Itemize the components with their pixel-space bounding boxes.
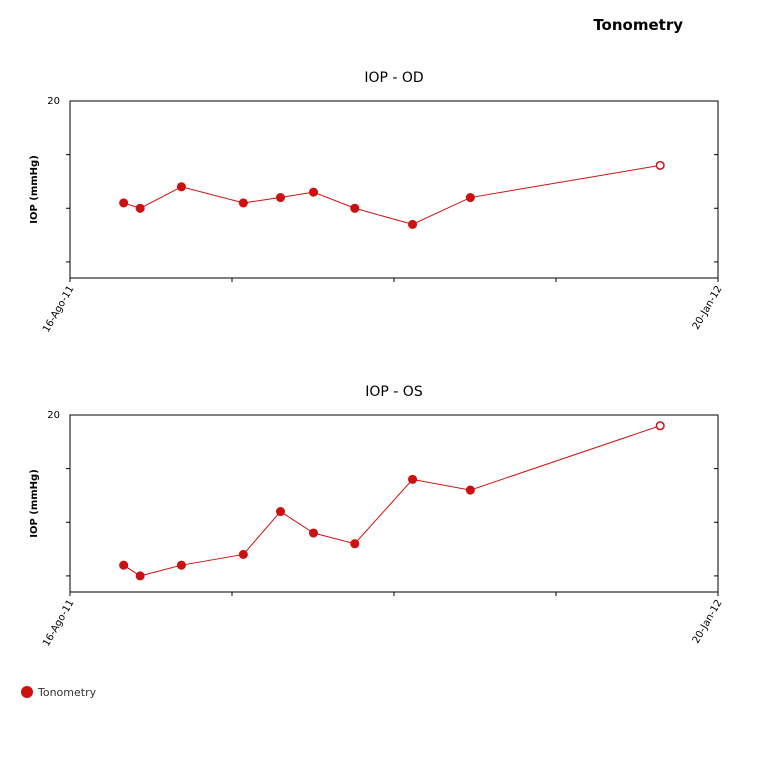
legend-label: Tonometry xyxy=(37,686,97,699)
series-line xyxy=(123,164,661,225)
y-tick-label: 20 xyxy=(47,96,60,107)
x-tick-label: 20-Jan-12 xyxy=(691,284,725,332)
data-point xyxy=(655,160,665,170)
data-point xyxy=(465,192,475,203)
chart-title: IOP - OS xyxy=(365,384,423,400)
plot-frame xyxy=(69,100,719,279)
chart-title: IOP - OD xyxy=(364,70,423,86)
data-point xyxy=(119,560,129,570)
series-line xyxy=(123,425,661,577)
data-point xyxy=(275,506,286,517)
data-point xyxy=(135,203,145,213)
data-point xyxy=(275,192,286,203)
data-point xyxy=(119,198,129,208)
y-tick-label: 20 xyxy=(47,410,60,421)
plot-frame xyxy=(69,414,719,593)
x-tick-label: 20-Jan-12 xyxy=(691,598,725,646)
data-point xyxy=(465,485,475,495)
data-point xyxy=(408,474,418,484)
page-title: Tonometry xyxy=(593,16,683,34)
data-point xyxy=(238,198,248,208)
x-tick-label: 16-Ago-11 xyxy=(41,284,77,334)
data-point xyxy=(350,539,360,549)
data-point xyxy=(308,528,319,538)
data-point xyxy=(350,203,360,213)
data-point xyxy=(176,182,186,192)
data-point xyxy=(176,560,186,570)
data-point xyxy=(408,219,418,229)
y-axis-label: IOP (mmHg) xyxy=(29,155,40,224)
data-point xyxy=(238,549,248,560)
y-axis-label: IOP (mmHg) xyxy=(29,469,40,538)
data-point xyxy=(135,571,145,581)
x-tick-label: 16-Ago-11 xyxy=(41,598,77,648)
legend-marker xyxy=(21,686,33,698)
data-point xyxy=(655,421,665,431)
data-point xyxy=(308,187,319,197)
